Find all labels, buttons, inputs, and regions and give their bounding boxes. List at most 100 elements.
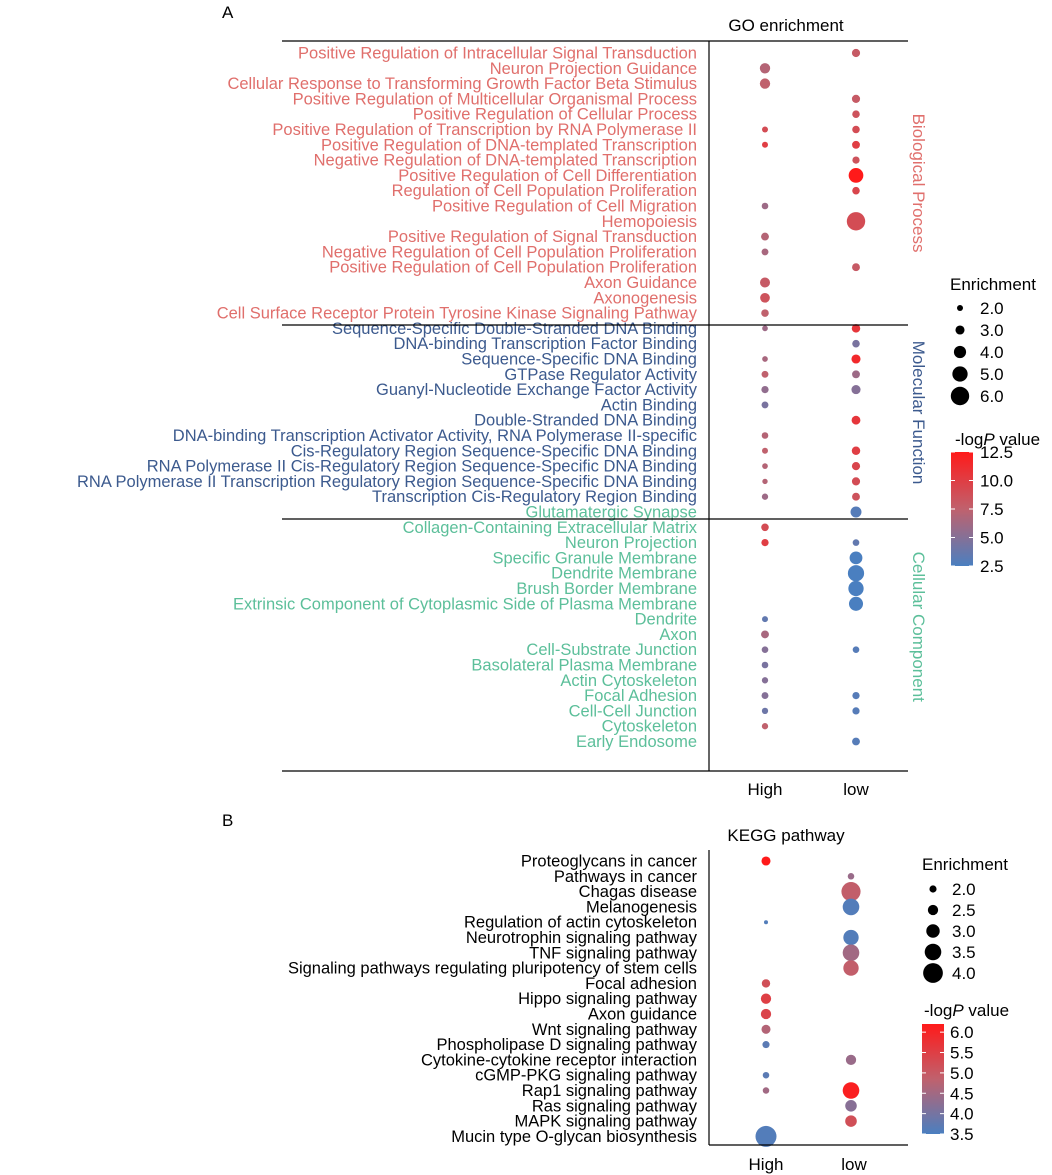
- kegg-color-legend-label-4: 4.0: [950, 1105, 974, 1124]
- go-point-high-positive-regulation-of-dna-templated-transcription: [762, 141, 768, 148]
- go-point-high-positive-regulation-of-signal-transduction: [761, 232, 769, 241]
- go-point-low-focal-adhesion: [852, 691, 860, 700]
- go-color-legend-label-3: 5.0: [980, 529, 1004, 548]
- go-point-low-negative-regulation-of-dna-templated-transcription: [852, 156, 860, 164]
- kegg-term-label-mapk-signaling-pathway: MAPK signaling pathway: [514, 1113, 697, 1131]
- go-point-high-gtpase-regulator-activity: [761, 370, 769, 378]
- kegg-point-high-focal-adhesion: [761, 979, 771, 988]
- kegg-term-label-ras-signaling-pathway: Ras signaling pathway: [532, 1097, 698, 1115]
- go-point-high-guanyl-nucleotide-exchange-factor-activity: [761, 385, 769, 394]
- go-point-low-early-endosome: [852, 737, 860, 746]
- go-term-label-extrinsic-component-of-cytoplasmic-side-of-plasma-membrane: Extrinsic Component of Cytoplasmic Side …: [233, 595, 697, 613]
- go-point-low-cis-regulatory-region-sequence-specific-dna-binding: [851, 446, 861, 456]
- kegg-term-label-focal-adhesion: Focal adhesion: [585, 975, 697, 993]
- kegg-term-label-signaling-pathways-regulating-pluripotency-of-stem-cells: Signaling pathways regulating pluripoten…: [288, 960, 697, 978]
- go-group-label-molecular-function: Molecular Function: [909, 341, 928, 485]
- go-size-legend: Enrichment 2.0 3.0 4.0 5.0 6.0: [950, 275, 1036, 406]
- go-size-legend-label-2: 4.0: [980, 343, 1004, 362]
- go-term-label-axon-guidance: Axon Guidance: [584, 274, 697, 292]
- go-term-label-positive-regulation-of-cell-population-proliferation: Positive Regulation of Cell Population P…: [329, 259, 697, 277]
- kegg-point-high-cgmp-pkg-signaling-pathway: [762, 1071, 770, 1079]
- go-point-low-positive-regulation-of-transcription-by-rna-polymerase-ii: [852, 125, 860, 134]
- go-point-high-axonogenesis: [760, 292, 770, 303]
- go-point-low-gtpase-regulator-activity: [852, 370, 860, 379]
- go-term-label-dendrite: Dendrite: [635, 611, 697, 629]
- go-point-low-dna-binding-transcription-factor-binding: [852, 339, 860, 348]
- kegg-size-legend-dot-3: [924, 943, 942, 961]
- go-point-high-axon-guidance: [759, 277, 771, 288]
- go-point-high-cis-regulatory-region-sequence-specific-dna-binding: [762, 447, 768, 454]
- kegg-color-legend-label-3: 4.5: [950, 1084, 974, 1103]
- go-point-high-negative-regulation-of-cell-population-proliferation: [761, 248, 769, 256]
- go-point-high-actin-cytoskeleton: [761, 677, 769, 684]
- go-point-low-double-stranded-dna-binding: [851, 415, 861, 425]
- kegg-term-label-pathways-in-cancer: Pathways in cancer: [554, 868, 698, 886]
- go-term-label-cytoskeleton: Cytoskeleton: [602, 718, 697, 736]
- kegg-size-legend-dot-4: [923, 963, 943, 983]
- go-term-label-axonogenesis: Axonogenesis: [593, 289, 697, 307]
- kegg-size-legend-dot-1: [927, 904, 939, 916]
- go-point-low-positive-regulation-of-intracellular-signal-transduction: [851, 48, 861, 58]
- go-term-label-positive-regulation-of-cell-migration: Positive Regulation of Cell Migration: [432, 198, 697, 216]
- go-point-low-guanyl-nucleotide-exchange-factor-activity: [851, 385, 861, 395]
- go-point-high-cellular-response-to-transforming-growth-factor-beta-stimulus: [759, 78, 771, 89]
- go-size-legend-dot-2: [953, 345, 967, 359]
- go-term-label-brush-border-membrane: Brush Border Membrane: [516, 580, 697, 598]
- kegg-points: [755, 856, 861, 1147]
- kegg-color-legend-label-0: 6.0: [950, 1023, 974, 1042]
- kegg-point-high-mucin-type-o-glycan-biosynthesis: [755, 1125, 777, 1147]
- kegg-colorbar: [922, 1024, 944, 1134]
- panel-a-label: A: [222, 3, 234, 22]
- go-point-high-cytoskeleton: [761, 723, 769, 730]
- go-point-high-transcription-cis-regulatory-region-binding: [761, 493, 769, 500]
- go-term-label-transcription-cis-regulatory-region-binding: Transcription Cis-Regulatory Region Bind…: [372, 488, 697, 506]
- go-size-legend-label-4: 6.0: [980, 387, 1004, 406]
- kegg-point-high-wnt-signaling-pathway: [761, 1024, 771, 1034]
- kegg-color-legend-label-2: 5.0: [950, 1064, 974, 1083]
- kegg-x-tick-low: low: [841, 1155, 867, 1174]
- go-point-low-positive-regulation-of-cellular-process: [852, 110, 860, 118]
- kegg-point-low-cytokine-cytokine-receptor-interaction: [845, 1054, 857, 1066]
- kegg-color-legend-label-5: 3.5: [950, 1125, 974, 1144]
- kegg-chart-title: KEGG pathway: [727, 826, 845, 845]
- kegg-color-legend: -logP value 6.0 5.55.04.5 4.03.5: [922, 1001, 1009, 1144]
- go-term-label-positive-regulation-of-intracellular-signal-transduction: Positive Regulation of Intracellular Sig…: [298, 45, 697, 63]
- go-point-high-sequence-specific-dna-binding: [762, 356, 768, 362]
- go-size-legend-dot-1: [955, 325, 965, 335]
- go-point-low-hemopoiesis: [846, 212, 866, 231]
- go-term-label-cell-surface-receptor-protein-tyrosine-kinase-signaling-pathway: Cell Surface Receptor Protein Tyrosine K…: [217, 305, 698, 323]
- go-term-label-rna-polymerase-ii-cis-regulatory-region-sequence-specific-dna-binding: RNA Polymerase II Cis-Regulatory Region …: [147, 458, 697, 476]
- kegg-size-legend-label-1: 2.5: [952, 901, 976, 920]
- go-term-label-cell-substrate-junction: Cell-Substrate Junction: [526, 641, 697, 659]
- go-point-low-sequence-specific-double-stranded-dna-binding: [851, 324, 861, 333]
- go-x-tick-high: High: [748, 780, 783, 799]
- go-point-low-regulation-of-cell-population-proliferation: [852, 186, 860, 195]
- kegg-term-label-cgmp-pkg-signaling-pathway: cGMP-PKG signaling pathway: [475, 1067, 698, 1085]
- go-term-label-regulation-of-cell-population-proliferation: Regulation of Cell Population Proliferat…: [392, 182, 697, 200]
- kegg-term-label-tnf-signaling-pathway: TNF signaling pathway: [529, 944, 698, 962]
- kegg-point-low-tnf-signaling-pathway: [842, 944, 860, 962]
- go-x-tick-low: low: [843, 780, 869, 799]
- kegg-size-legend-label-3: 3.5: [952, 943, 976, 962]
- go-point-high-cell-substrate-junction: [761, 646, 769, 654]
- go-size-legend-dot-0: [957, 305, 963, 311]
- kegg-point-high-hippo-signaling-pathway: [760, 993, 772, 1004]
- go-point-high-positive-regulation-of-transcription-by-rna-polymerase-ii: [762, 126, 768, 133]
- kegg-term-label-regulation-of-actin-cytoskeleton: Regulation of actin cytoskeleton: [464, 914, 697, 932]
- kegg-point-low-ras-signaling-pathway: [845, 1100, 857, 1112]
- go-color-legend-label-4: 2.5: [980, 557, 1004, 576]
- go-term-label-dendrite-membrane: Dendrite Membrane: [551, 565, 697, 583]
- go-point-low-cell-cell-junction: [852, 707, 860, 715]
- kegg-term-label-wnt-signaling-pathway: Wnt signaling pathway: [532, 1021, 698, 1039]
- kegg-term-label-mucin-type-o-glycan-biosynthesis: Mucin type O-glycan biosynthesis: [451, 1128, 697, 1146]
- kegg-point-low-pathways-in-cancer: [847, 873, 855, 880]
- go-color-legend: -logP value 12.5 10.0 7.5 5.0 2.5: [951, 430, 1040, 576]
- go-colorbar: [951, 452, 973, 566]
- go-color-legend-label-2: 7.5: [980, 500, 1004, 519]
- go-point-low-extrinsic-component-of-cytoplasmic-side-of-plasma-membrane: [848, 596, 864, 611]
- go-term-label-glutamatergic-synapse: Glutamatergic Synapse: [525, 504, 697, 522]
- go-term-label-gtpase-regulator-activity: GTPase Regulator Activity: [504, 366, 697, 384]
- kegg-point-high-proteoglycans-in-cancer: [761, 856, 771, 866]
- go-size-legend-label-3: 5.0: [980, 365, 1004, 384]
